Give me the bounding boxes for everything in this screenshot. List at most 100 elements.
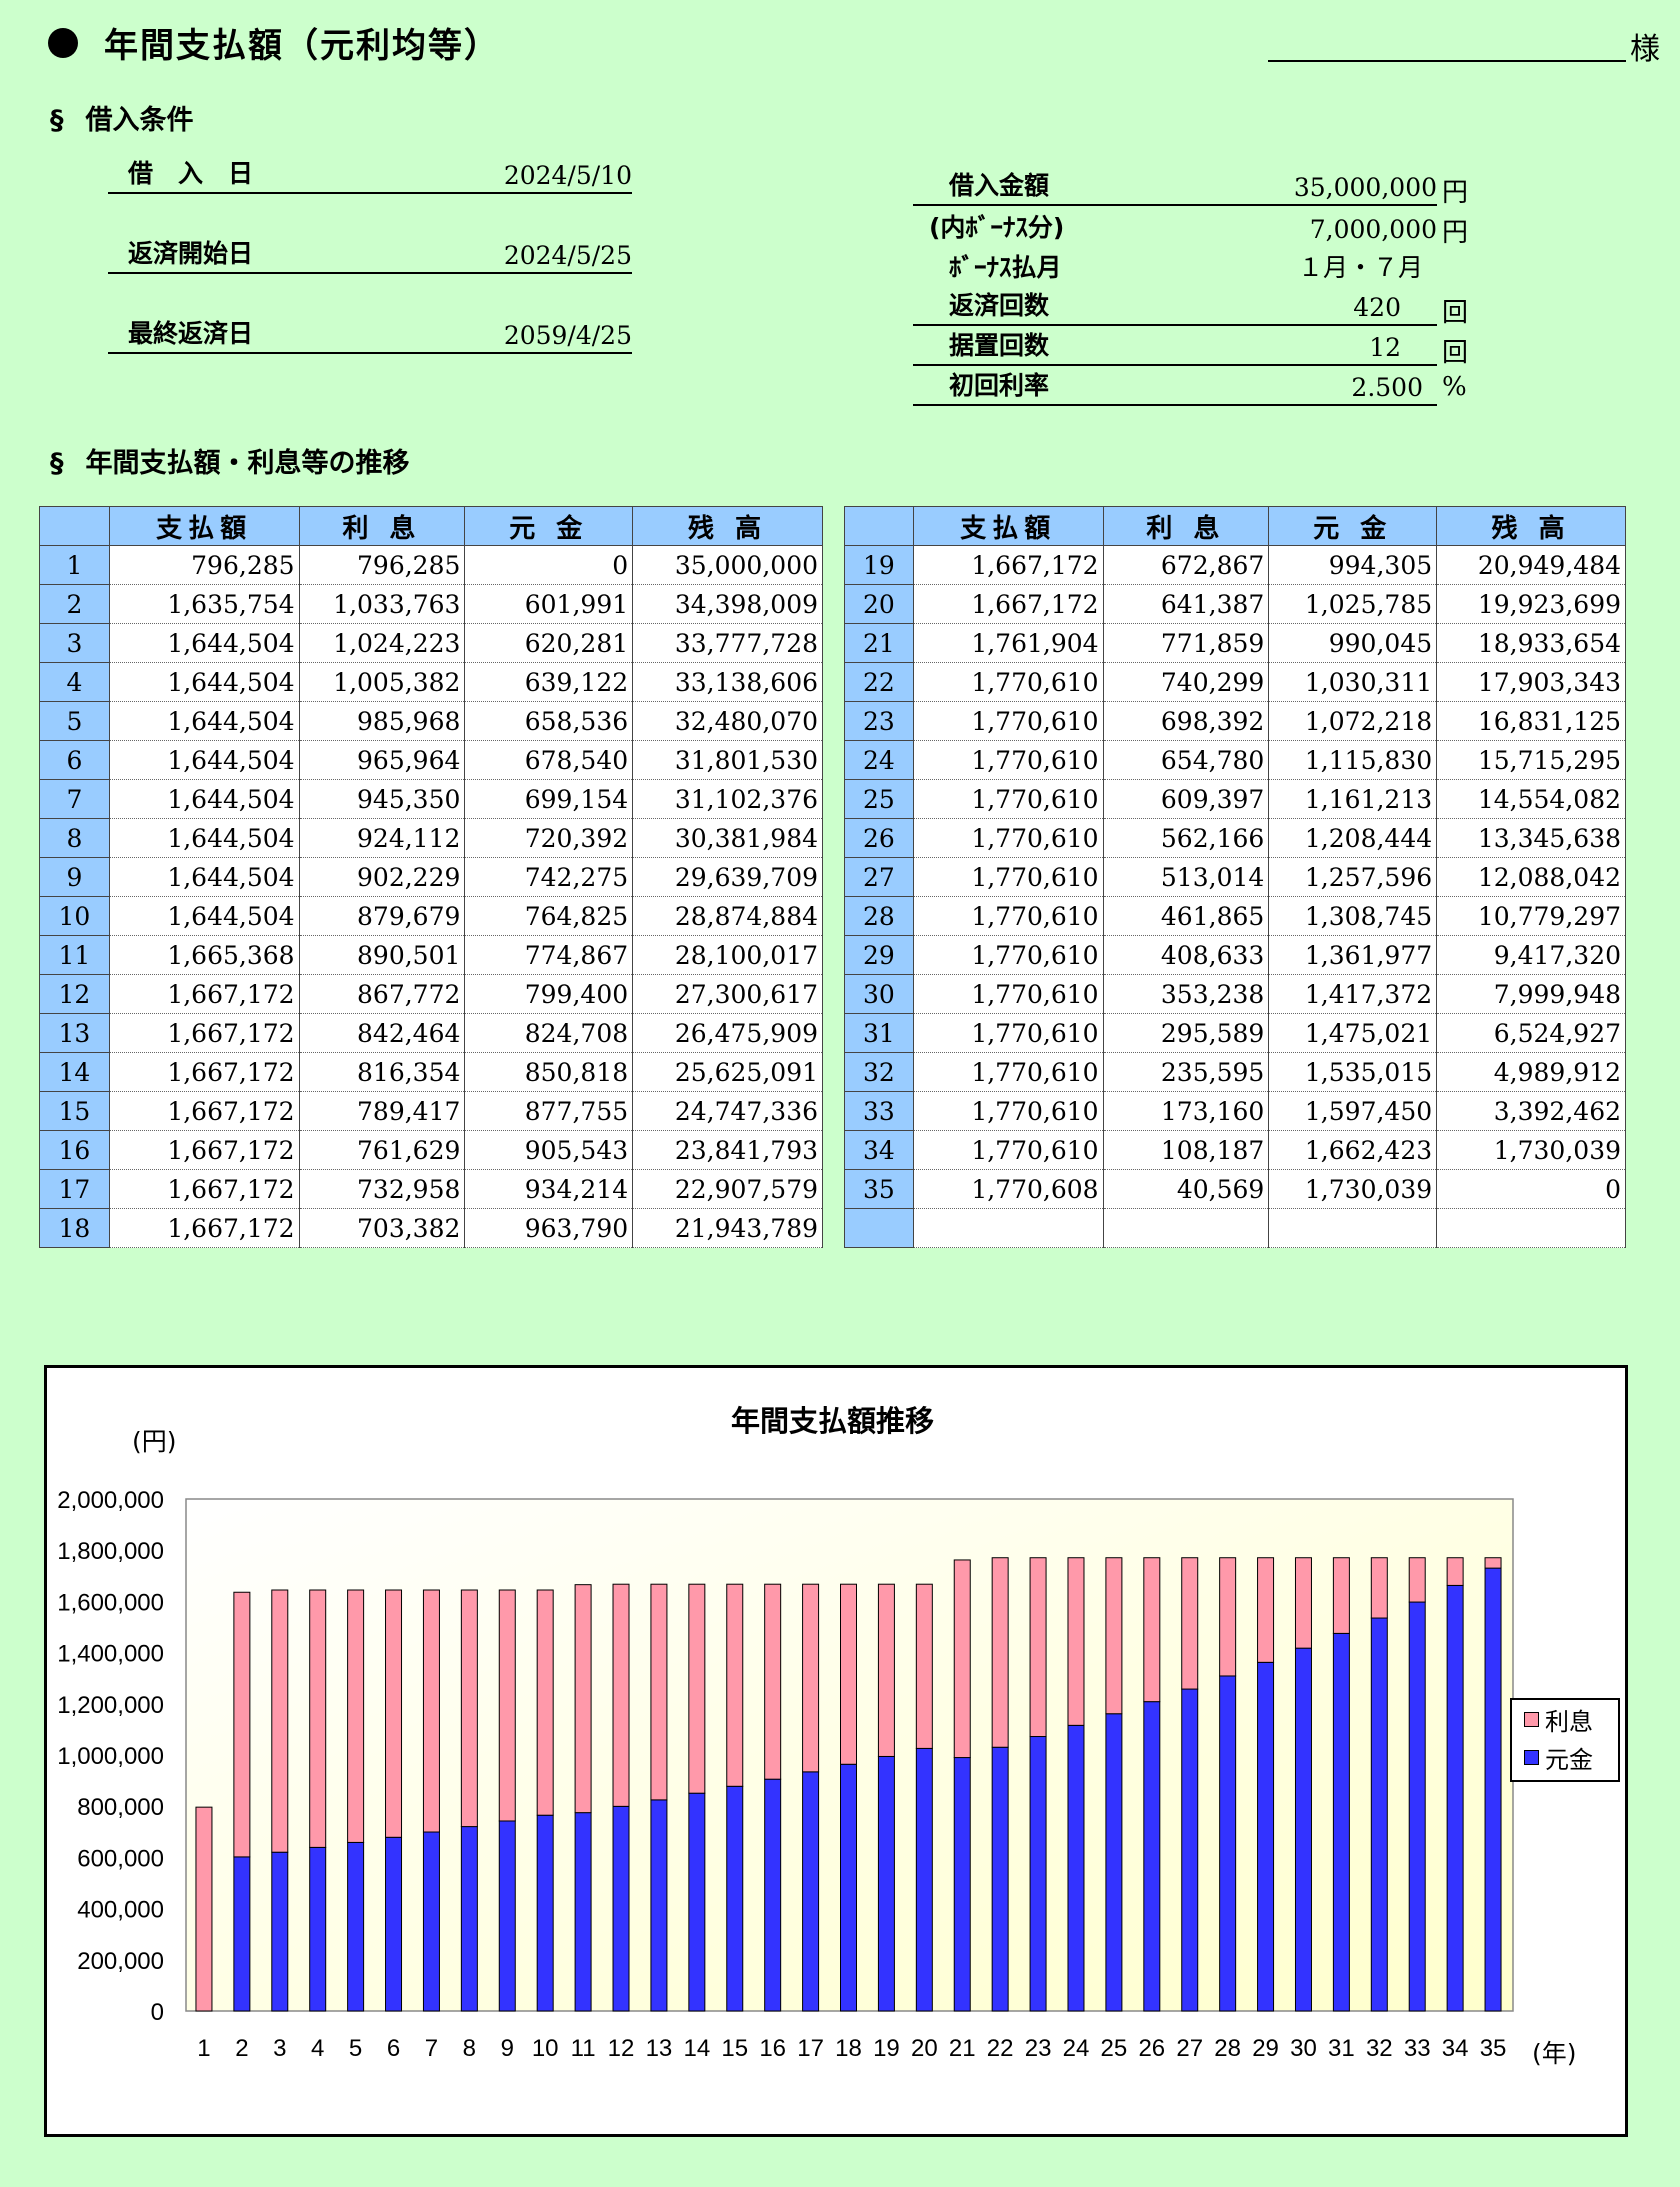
value-cell: 26,475,909 — [632, 1013, 823, 1053]
x-tick-label: 29 — [1252, 2035, 1279, 2062]
value-cell — [1436, 1208, 1626, 1248]
value-cell: 658,536 — [464, 701, 634, 741]
year-index-cell: 23 — [844, 701, 914, 741]
value-cell: 842,464 — [298, 1013, 466, 1053]
condition-unit: 回 — [1442, 338, 1469, 368]
bar-interest — [536, 1589, 554, 1816]
value-cell: 720,392 — [464, 818, 634, 858]
customer-name-field[interactable] — [1268, 60, 1626, 62]
bar-interest — [233, 1591, 251, 1858]
bar-interest — [498, 1589, 516, 1822]
year-index-cell: 21 — [844, 623, 914, 663]
bar-interest — [915, 1583, 933, 1749]
bar-interest — [1219, 1557, 1237, 1677]
condition-label: (内ﾎﾞｰﾅｽ分) — [929, 213, 1065, 242]
x-tick-label: 7 — [425, 2035, 438, 2062]
value-cell: 1,025,785 — [1268, 584, 1438, 624]
bar-interest — [1181, 1557, 1199, 1690]
value-cell: 27,300,617 — [632, 974, 823, 1014]
value-cell: 28,874,884 — [632, 896, 823, 936]
table-row: 11 1,665,368 890,501 774,867 28,100,017 — [39, 935, 823, 975]
value-cell: 639,122 — [464, 662, 634, 702]
header-index — [39, 506, 110, 546]
condition-row: ﾎﾞｰﾅｽ払月 １月・７月 — [913, 248, 1437, 286]
year-index-cell: 6 — [39, 740, 110, 780]
value-cell: 295,589 — [1102, 1013, 1270, 1053]
bar-interest — [422, 1589, 440, 1833]
bar-principal — [650, 1799, 668, 2012]
bar-interest — [612, 1583, 630, 1807]
value-cell: 699,154 — [464, 779, 634, 819]
year-index-cell: 9 — [39, 857, 110, 897]
bar-principal — [233, 1856, 251, 2012]
value-cell: 23,841,793 — [632, 1130, 823, 1170]
value-cell: 3,392,462 — [1436, 1091, 1626, 1131]
year-index-cell: 35 — [844, 1169, 914, 1209]
value-cell: 20,949,484 — [1436, 545, 1626, 585]
table-row: 28 1,770,610 461,865 1,308,745 10,779,297 — [844, 896, 1626, 936]
x-tick-label: 34 — [1442, 2035, 1469, 2062]
bar-principal — [1332, 1632, 1350, 2012]
y-tick-label: 200,000 — [77, 1948, 164, 1975]
table-row: 3 1,644,504 1,024,223 620,281 33,777,728 — [39, 623, 823, 663]
header-index — [844, 506, 914, 546]
value-cell: 905,543 — [464, 1130, 634, 1170]
value-cell: 796,285 — [108, 545, 300, 585]
x-tick-label: 35 — [1480, 2035, 1507, 2062]
year-index-cell: 2 — [39, 584, 110, 624]
year-index-cell: 18 — [39, 1208, 110, 1248]
bar-interest — [650, 1583, 668, 1801]
value-cell: 235,595 — [1102, 1052, 1270, 1092]
table-row: 1 796,285 796,285 0 35,000,000 — [39, 545, 823, 585]
value-cell: 742,275 — [464, 857, 634, 897]
value-cell: 1,667,172 — [108, 1169, 300, 1209]
year-index-cell — [844, 1208, 914, 1248]
table-row: 29 1,770,610 408,633 1,361,977 9,417,320 — [844, 935, 1626, 975]
value-cell: 816,354 — [298, 1052, 466, 1092]
table-row: 6 1,644,504 965,964 678,540 31,801,530 — [39, 740, 823, 780]
value-cell: 0 — [1436, 1169, 1626, 1209]
bar-principal — [1143, 1701, 1161, 2012]
value-cell: 513,014 — [1102, 857, 1270, 897]
x-tick-label: 23 — [1025, 2035, 1052, 2062]
value-cell: 1,770,610 — [912, 1091, 1104, 1131]
bar-principal — [1029, 1736, 1047, 2012]
condition-label: 返済開始日 — [128, 239, 254, 268]
table-row: 31 1,770,610 295,589 1,475,021 6,524,927 — [844, 1013, 1626, 1053]
x-tick-label: 14 — [683, 2035, 710, 2062]
year-index-cell: 11 — [39, 935, 110, 975]
bar-interest — [385, 1589, 403, 1838]
value-cell: 1,770,610 — [912, 701, 1104, 741]
value-cell: 824,708 — [464, 1013, 634, 1053]
table-row: 18 1,667,172 703,382 963,790 21,943,789 — [39, 1208, 823, 1248]
y-tick-label: 1,800,000 — [57, 1538, 164, 1565]
condition-unit: 回 — [1442, 298, 1469, 328]
bar-interest — [1408, 1557, 1426, 1603]
year-index-cell: 14 — [39, 1052, 110, 1092]
value-cell: 620,281 — [464, 623, 634, 663]
bar-principal — [574, 1812, 592, 2012]
bar-interest — [1257, 1557, 1275, 1663]
value-cell: 1,770,610 — [912, 818, 1104, 858]
value-cell: 31,801,530 — [632, 740, 823, 780]
condition-value: １月・７月 — [1297, 253, 1423, 282]
table-row: 14 1,667,172 816,354 850,818 25,625,091 — [39, 1052, 823, 1092]
condition-label: 据置回数 — [949, 331, 1050, 360]
bar-principal — [271, 1851, 289, 2012]
bar-principal — [726, 1785, 744, 2012]
bar-interest — [347, 1589, 365, 1843]
x-tick-label: 12 — [608, 2035, 635, 2062]
table-row: 33 1,770,610 173,160 1,597,450 3,392,462 — [844, 1091, 1626, 1131]
value-cell: 1,667,172 — [108, 974, 300, 1014]
value-cell: 1,024,223 — [298, 623, 466, 663]
bar-principal — [802, 1771, 820, 2012]
year-index-cell: 4 — [39, 662, 110, 702]
table-row: 9 1,644,504 902,229 742,275 29,639,709 — [39, 857, 823, 897]
condition-row: 最終返済日 2059/4/25 — [108, 316, 632, 354]
bar-interest — [195, 1806, 213, 2012]
bar-interest — [309, 1589, 327, 1848]
value-cell: 1,535,015 — [1268, 1052, 1438, 1092]
table-row — [844, 1208, 1626, 1248]
bar-interest — [840, 1583, 857, 1765]
bar-interest — [1484, 1557, 1502, 1569]
